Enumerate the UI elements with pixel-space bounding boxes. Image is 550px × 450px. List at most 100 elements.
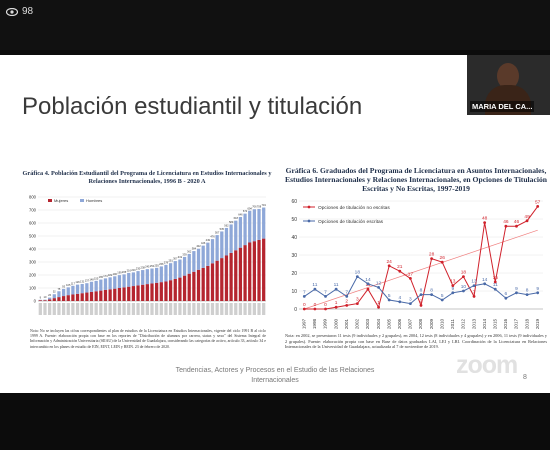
chart1-data-label: 426 xyxy=(201,241,206,245)
chart1-bar-hombres xyxy=(220,231,224,259)
chart1-bar-mujeres xyxy=(136,285,140,301)
chart1-ytick-label: 600 xyxy=(29,221,37,226)
chart1-xtick-label xyxy=(215,303,219,315)
chart2-point xyxy=(408,302,412,305)
chart2-ytick-label: 60 xyxy=(291,199,297,205)
chart2-ytick-label: 50 xyxy=(291,217,297,223)
participant-video-tile[interactable]: MARIA DEL CA... xyxy=(467,55,550,115)
chart2-data-label: 14 xyxy=(365,277,371,283)
chart2-data-label: 13 xyxy=(450,279,456,285)
chart2-data-label: 3 xyxy=(409,297,412,303)
chart2-xtick-label: 2011 xyxy=(450,319,455,329)
chart1-bar-mujeres xyxy=(71,294,75,301)
chart2-point xyxy=(525,219,529,223)
chart1-ytick-label: 300 xyxy=(29,260,37,265)
chart1-bar-mujeres xyxy=(113,288,117,301)
chart1-bar-hombres xyxy=(113,276,117,289)
chart2-data-label: 24 xyxy=(387,259,393,265)
chart1-bar-mujeres xyxy=(220,258,224,301)
chart2-data-label: 13 xyxy=(471,279,477,285)
chart2-point xyxy=(493,287,497,291)
chart1-bar-hombres xyxy=(48,297,52,300)
chart1-data-label: 182 xyxy=(108,273,113,277)
chart1-data-label: 706 xyxy=(252,205,257,209)
chart2-point xyxy=(462,275,465,278)
chart2-data-label: 48 xyxy=(482,216,488,222)
chart1-bar-hombres xyxy=(66,287,70,296)
slide-page-number: 8 xyxy=(523,374,527,381)
viewer-count-text: 98 xyxy=(22,6,34,17)
chart2-point xyxy=(377,286,380,289)
chart1-xtick-label xyxy=(122,303,126,315)
chart1-xtick-label xyxy=(201,303,205,315)
chart1-bar-mujeres xyxy=(127,286,131,301)
chart2-data-label: 7 xyxy=(303,289,306,295)
chart2-point xyxy=(302,295,306,298)
chart2-trendline xyxy=(304,229,538,310)
chart1-bar-hombres xyxy=(103,278,108,290)
chart2-point xyxy=(536,205,540,208)
chart2-xtick-label: 2008 xyxy=(418,318,423,329)
chart2-xtick-label: 2013 xyxy=(471,318,476,329)
chart1-bar-hombres xyxy=(229,224,233,253)
chart1-bar-hombres xyxy=(187,253,191,274)
chart2-point xyxy=(451,291,455,295)
chart2-point xyxy=(345,295,349,298)
chart2-ytick-label: 0 xyxy=(294,307,297,313)
chart1-bar-hombres xyxy=(178,259,182,278)
chart2-point xyxy=(525,293,529,296)
chart1-bar-hombres xyxy=(159,266,163,283)
chart1-legend-mujeres: Mujeres xyxy=(54,198,68,203)
chart1-bar-mujeres xyxy=(173,278,177,301)
chart1-ytick-label: 700 xyxy=(29,208,37,213)
chart2-data-label: 9 xyxy=(451,286,454,292)
chart1-data-label: 148 xyxy=(89,277,94,281)
chart1-xtick-label xyxy=(48,303,52,315)
chart1-xtick-label xyxy=(38,303,42,315)
chart2-point xyxy=(493,280,497,284)
chart1-data-label: 190 xyxy=(113,272,118,276)
chart1-data-label: 174 xyxy=(103,274,108,278)
chart1-bar-mujeres xyxy=(131,286,136,301)
shared-slide: Población estudiantil y titulación Gráfi… xyxy=(0,55,550,393)
chart2-point xyxy=(387,298,391,302)
chart2-xtick-label: 2002 xyxy=(355,318,360,329)
chart1-ytick-label: 800 xyxy=(29,195,37,200)
chart1-bar-hombres xyxy=(150,268,154,284)
chart2-point xyxy=(324,295,327,298)
chart2-data-label: 18 xyxy=(355,270,361,276)
chart1-bar-hombres xyxy=(43,299,47,301)
chart1-bar-hombres xyxy=(99,279,103,291)
chart1-data-label: 220 xyxy=(131,268,136,272)
chart2-xtick-label: 2004 xyxy=(376,318,381,329)
chart2-point xyxy=(515,291,518,295)
chart2-point xyxy=(366,282,370,286)
chart2-data-label: 4 xyxy=(398,295,401,301)
chart1-bar-hombres xyxy=(262,207,266,239)
chart1-bar-mujeres xyxy=(224,255,229,301)
chart1-xtick-label xyxy=(136,303,140,315)
chart1-bar-mujeres xyxy=(234,250,238,301)
chart1-xtick-label xyxy=(164,303,168,315)
chart1-data-label: 93 xyxy=(62,284,65,288)
chart1-xtick-label xyxy=(145,303,149,315)
chart2-data-label: 5 xyxy=(441,293,444,299)
chart1-xtick-label xyxy=(206,303,210,315)
chart2-xtick-label: 2010 xyxy=(439,318,444,329)
chart2-data-label: 11 xyxy=(334,282,339,288)
chart2-data-label: 9 xyxy=(536,286,539,292)
participant-head xyxy=(497,63,519,89)
chart1-xtick-label xyxy=(57,303,61,315)
chart2-data-label: 17 xyxy=(408,271,414,277)
chart1-ytick-label: 200 xyxy=(29,273,37,278)
chart1-bar-hombres xyxy=(80,283,84,294)
chart2-data-label: 12 xyxy=(376,280,382,286)
chart2-xtick-label: 2016 xyxy=(503,318,508,329)
chart2-data-label: 8 xyxy=(526,288,529,294)
chart1-xtick-label xyxy=(108,303,112,315)
chart1-data-label: 589 xyxy=(229,220,234,224)
chart1-data-label: 449 xyxy=(206,238,211,242)
chart1-xtick-label xyxy=(80,303,84,315)
chart1-xtick-label xyxy=(141,303,145,315)
chart1-xtick-label xyxy=(89,303,94,315)
